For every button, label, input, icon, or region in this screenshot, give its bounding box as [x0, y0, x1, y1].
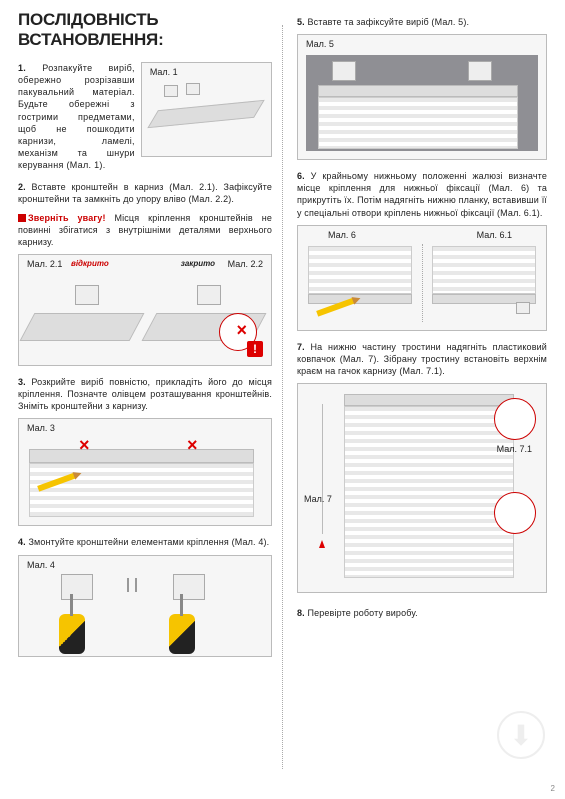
step5-text: 5. Вставте та зафіксуйте виріб (Мал. 5).: [297, 16, 547, 28]
bracket: [61, 574, 93, 600]
figure-1: Мал. 1: [141, 62, 272, 157]
step5-body: Вставте та зафіксуйте виріб (Мал. 5).: [307, 17, 469, 27]
closed-label: закрито: [181, 259, 215, 268]
right-column: 5. Вставте та зафіксуйте виріб (Мал. 5).…: [283, 10, 547, 799]
detail-circle: [494, 492, 536, 534]
x-mark: ×: [79, 435, 90, 456]
warn-badge: !: [247, 341, 263, 357]
instruction-page: ПОСЛІДОВНІСТЬ ВСТАНОВЛЕННЯ: 1. Розпакуйт…: [0, 0, 565, 799]
screw: [127, 578, 129, 592]
fig4-label: Мал. 4: [27, 560, 55, 570]
step2-warning: Зверніть увагу! Місця кріплення кронштей…: [18, 212, 272, 248]
part-icon: [186, 83, 200, 95]
step2-text: 2. Вставте кронштейн в карниз (Мал. 2.1)…: [18, 181, 272, 205]
top-rail: [29, 449, 254, 463]
warning-icon: [18, 214, 26, 222]
step-number-8: 8.: [297, 608, 305, 618]
rail: [344, 394, 514, 406]
fig61-label: Мал. 6.1: [477, 230, 512, 240]
fig1-label: Мал. 1: [150, 67, 178, 77]
step1-body: Розпакуйте виріб, обережно розрізавши па…: [18, 63, 135, 170]
step8-body: Перевірте роботу виробу.: [307, 608, 417, 618]
step2-body: Вставте кронштейн в карниз (Мал. 2.1). З…: [18, 182, 272, 204]
step6-body: У крайньому нижньому положенні жалюзі ви…: [297, 171, 547, 217]
fig21-label: Мал. 2.1: [27, 259, 62, 269]
step-number-7: 7.: [297, 342, 305, 352]
fixer: [516, 302, 530, 314]
wand-cap: [319, 540, 325, 550]
figure-3: Мал. 3 × ×: [18, 418, 272, 526]
figure-6: Мал. 6 Мал. 6.1: [297, 225, 547, 331]
step8-text: 8. Перевірте роботу виробу.: [297, 607, 547, 619]
blinds: [432, 246, 536, 294]
step-number-2: 2.: [18, 182, 26, 192]
step4-text: 4. Змонтуйте кронштейни елементами кріпл…: [18, 536, 272, 548]
blinds: [29, 463, 254, 517]
step4-body: Змонтуйте кронштейни елементами кріпленн…: [28, 537, 269, 547]
fig71-label: Мал. 7.1: [497, 444, 532, 454]
step1-block: 1. Розпакуйте виріб, обережно розрізавши…: [18, 62, 272, 171]
part-icon: [164, 85, 178, 97]
open-label: відкрито: [71, 259, 109, 268]
fig22-label: Мал. 2.2: [228, 259, 263, 269]
step3-text: 3. Розкрийте виріб повністю, прикладіть …: [18, 376, 272, 412]
bracket: [173, 574, 205, 600]
x-mark: ×: [187, 435, 198, 456]
inner-divider: [422, 244, 423, 322]
step-number-1: 1.: [18, 63, 26, 73]
figure-2: Мал. 2.1 Мал. 2.2 відкрито закрито × !: [18, 254, 272, 366]
fig5-label: Мал. 5: [306, 39, 334, 49]
step-number-5: 5.: [297, 17, 305, 27]
step-number-6: 6.: [297, 171, 305, 181]
figure-7: Мал. 7 Мал. 7.1: [297, 383, 547, 593]
screw: [135, 578, 137, 592]
fig3-label: Мал. 3: [27, 423, 55, 433]
step7-text: 7. На нижню частину тростини надягніть п…: [297, 341, 547, 377]
figure-4: Мал. 4: [18, 555, 272, 657]
bracket-open: [75, 285, 99, 305]
blinds: [318, 97, 518, 149]
bracket: [468, 61, 492, 81]
wand: [322, 404, 323, 534]
x-mark: ×: [236, 320, 247, 341]
step-number-4: 4.: [18, 537, 26, 547]
step7-body: На нижню частину тростини надягніть плас…: [297, 342, 547, 376]
left-column: ПОСЛІДОВНІСТЬ ВСТАНОВЛЕННЯ: 1. Розпакуйт…: [18, 10, 282, 799]
fig7-label: Мал. 7: [304, 494, 332, 504]
step3-body: Розкрийте виріб повністю, прикладіть йог…: [18, 377, 272, 411]
page-number: 2: [551, 784, 555, 793]
step6-text: 6. У крайньому нижньому положенні жалюзі…: [297, 170, 547, 219]
figure-5: Мал. 5: [297, 34, 547, 160]
blinds: [308, 246, 412, 294]
rail: [318, 85, 518, 97]
rail-illustration: [147, 100, 264, 128]
page-title: ПОСЛІДОВНІСТЬ ВСТАНОВЛЕННЯ:: [18, 10, 272, 50]
fig6-label: Мал. 6: [328, 230, 356, 240]
step-number-3: 3.: [18, 377, 26, 387]
warning-label: Зверніть увагу!: [28, 213, 106, 223]
rail-left: [20, 313, 145, 341]
detail-circle: [494, 398, 536, 440]
blinds: [344, 406, 514, 578]
bracket: [332, 61, 356, 81]
bracket-closed: [197, 285, 221, 305]
step1-text: 1. Розпакуйте виріб, обережно розрізавши…: [18, 62, 135, 171]
